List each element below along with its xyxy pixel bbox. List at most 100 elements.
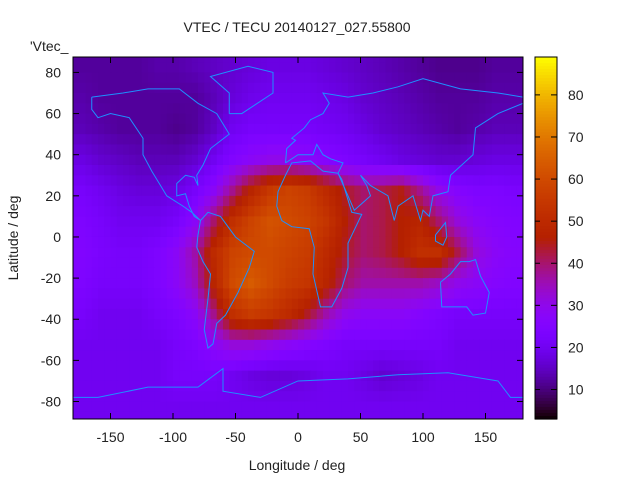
heatmap-cell — [341, 360, 349, 372]
heatmap-cell — [241, 391, 249, 403]
heatmap-cell — [198, 319, 205, 331]
heatmap-cell — [410, 350, 418, 361]
heatmap-cell — [129, 360, 137, 372]
heatmap-cell — [448, 185, 455, 197]
heatmap-cell — [323, 288, 330, 300]
heatmap-cell — [398, 113, 405, 125]
heatmap-cell — [260, 103, 268, 115]
heatmap-cell — [204, 134, 212, 146]
heatmap-cell — [198, 391, 205, 403]
heatmap-cell — [360, 401, 368, 413]
heatmap-cell — [129, 92, 137, 104]
heatmap-cell — [104, 134, 112, 146]
colorbar-segment — [535, 162, 557, 167]
heatmap-cell — [498, 288, 505, 300]
heatmap-cell — [254, 380, 262, 392]
heatmap-cell — [223, 360, 230, 372]
heatmap-cell — [429, 267, 437, 279]
colorbar-segment — [535, 382, 557, 387]
heatmap-cell — [341, 92, 349, 104]
heatmap-cell — [298, 57, 305, 63]
heatmap-cell — [316, 370, 324, 382]
heatmap-cell — [366, 62, 374, 74]
heatmap-cell — [460, 206, 468, 218]
heatmap-cell — [323, 185, 330, 197]
heatmap-cell — [154, 247, 162, 259]
heatmap-cell — [354, 57, 362, 63]
heatmap-cell — [310, 113, 318, 125]
heatmap-cell — [104, 103, 112, 115]
heatmap-cell — [123, 206, 130, 218]
heatmap-cell — [110, 350, 118, 361]
heatmap-cell — [154, 216, 162, 228]
heatmap-cell — [129, 288, 137, 300]
colorbar-segment — [535, 114, 557, 118]
heatmap-cell — [335, 278, 343, 289]
heatmap-cell — [91, 113, 99, 125]
heatmap-cell — [266, 288, 274, 300]
heatmap-cell — [216, 82, 224, 94]
heatmap-cell — [173, 267, 180, 279]
heatmap-cell — [235, 206, 243, 218]
heatmap-cell — [260, 82, 268, 94]
heatmap-cell — [341, 257, 349, 269]
heatmap-cell — [304, 144, 312, 156]
heatmap-cell — [454, 391, 462, 403]
heatmap-cell — [391, 350, 399, 361]
heatmap-cell — [441, 319, 449, 331]
heatmap-cell — [366, 308, 374, 320]
heatmap-cell — [223, 236, 230, 248]
heatmap-cell — [416, 401, 424, 413]
heatmap-cell — [85, 257, 93, 269]
heatmap-cell — [254, 175, 262, 187]
heatmap-cell — [85, 308, 93, 320]
heatmap-cell — [373, 216, 380, 228]
heatmap-cell — [385, 154, 393, 166]
heatmap-cell — [73, 164, 80, 176]
heatmap-cell — [85, 329, 93, 341]
colorbar-segment — [535, 247, 557, 251]
heatmap-cell — [123, 298, 130, 310]
heatmap-cell — [460, 113, 468, 125]
heatmap-cell — [341, 72, 349, 84]
heatmap-cell — [429, 247, 437, 259]
colorbar-segment — [535, 259, 557, 263]
heatmap-cell — [91, 134, 99, 146]
heatmap-cell — [273, 267, 280, 279]
heatmap-cell — [485, 236, 493, 248]
heatmap-cell — [298, 380, 305, 392]
heatmap-cell — [235, 164, 243, 176]
heatmap-cell — [129, 144, 137, 156]
heatmap-cell — [473, 113, 480, 125]
heatmap-cell — [116, 92, 124, 104]
heatmap-cell — [341, 175, 349, 187]
colorbar-segment — [535, 241, 557, 245]
heatmap-cell — [466, 288, 474, 300]
heatmap-cell — [185, 257, 193, 269]
heatmap-cell — [254, 278, 262, 289]
heatmap-cell — [154, 288, 162, 300]
heatmap-cell — [504, 329, 512, 341]
colorbar-segment — [535, 322, 557, 327]
heatmap-cell — [398, 144, 405, 156]
heatmap-cell — [273, 103, 280, 115]
heatmap-cell — [466, 257, 474, 269]
heatmap-cell — [485, 298, 493, 310]
heatmap-cell — [241, 360, 249, 372]
heatmap-cell — [198, 411, 205, 419]
colorbar-segment — [535, 129, 557, 134]
heatmap-cell — [498, 226, 505, 238]
heatmap-cell — [141, 226, 149, 238]
colorbar-segment — [535, 352, 557, 357]
heatmap-cell — [166, 288, 174, 300]
heatmap-cell — [198, 103, 205, 115]
heatmap-cell — [410, 236, 418, 248]
heatmap-cell — [429, 57, 437, 63]
heatmap-cell — [460, 298, 468, 310]
heatmap-cell — [191, 134, 199, 146]
heatmap-cell — [91, 185, 99, 197]
heatmap-cell — [373, 123, 380, 135]
heatmap-cell — [273, 216, 280, 228]
heatmap-cell — [223, 62, 230, 74]
heatmap-cell — [329, 72, 337, 84]
